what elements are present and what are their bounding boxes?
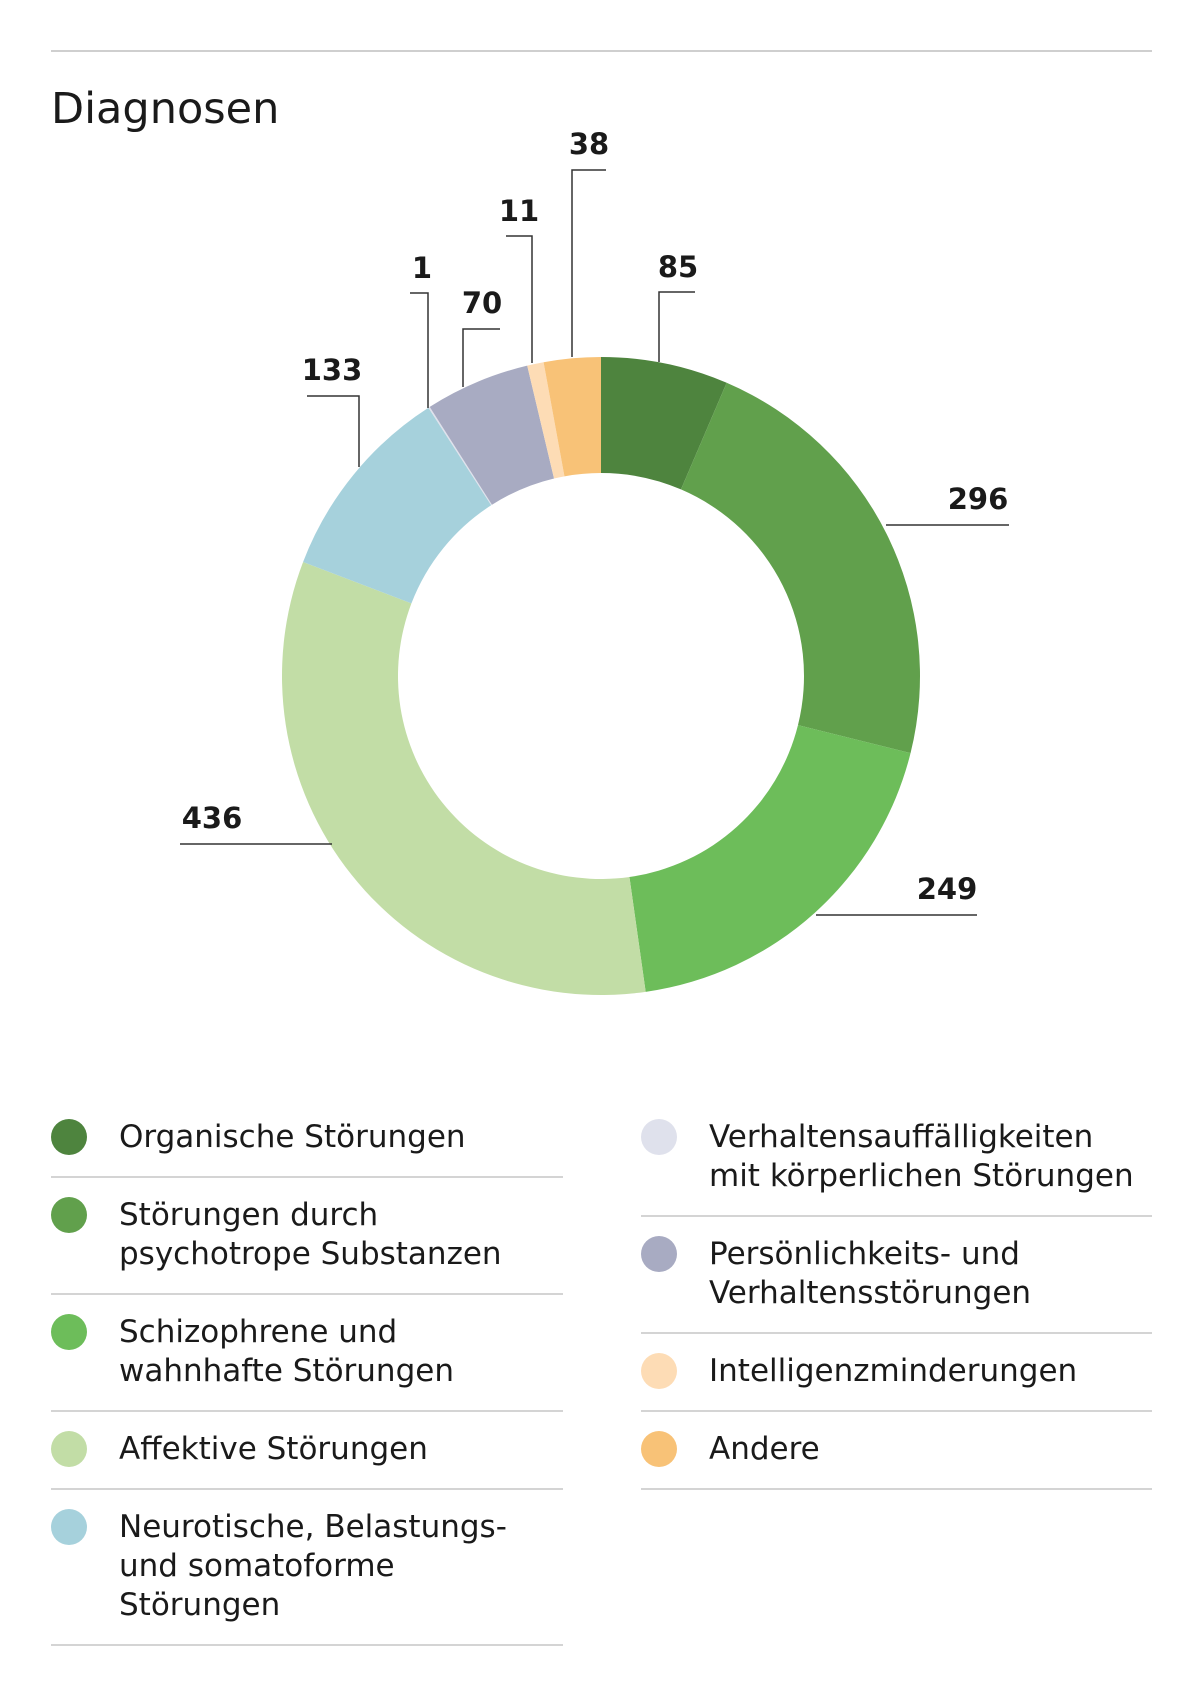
legend-swatch-icon	[51, 1431, 87, 1467]
legend-swatch-icon	[641, 1431, 677, 1467]
top-divider	[51, 50, 1152, 52]
donut-slice	[527, 362, 565, 479]
legend-left: Organische Störungen Störungen durch psyc…	[51, 1100, 563, 1646]
leader-line	[462, 328, 500, 387]
data-label: 296	[948, 482, 1009, 516]
data-label: 38	[569, 127, 609, 161]
data-label: 85	[658, 250, 698, 284]
legend-right: Verhaltensauffälligkeiten mit körperlich…	[641, 1100, 1152, 1490]
leader-line	[658, 291, 695, 362]
donut-slice	[429, 365, 555, 505]
legend-label: Persönlichkeits- und Verhaltensstörungen	[709, 1236, 1032, 1311]
data-label: 436	[182, 801, 243, 835]
legend-swatch-icon	[51, 1509, 87, 1545]
leader-line	[506, 235, 533, 363]
data-label: 11	[499, 194, 539, 228]
legend-item: Schizophrene und wahnhafte Störungen	[51, 1295, 563, 1412]
legend-item: Andere	[641, 1412, 1152, 1490]
donut-slice	[303, 407, 492, 604]
chart-title: Diagnosen	[51, 84, 280, 134]
donut-slice	[629, 725, 911, 992]
donut-chart: 85 296 249 436 133 1 70 11 38	[180, 127, 1009, 995]
legend-label: Affektive Störungen	[119, 1431, 428, 1467]
donut-slice	[428, 406, 492, 506]
legend-label: Schizophrene und wahnhafte Störungen	[119, 1314, 454, 1389]
legend-label: Andere	[709, 1431, 820, 1467]
legend-swatch-icon	[51, 1314, 87, 1350]
legend-item: Persönlichkeits- und Verhaltensstörungen	[641, 1217, 1152, 1334]
legend-label: Neurotische, Belastungs- und somatoforme…	[119, 1509, 507, 1623]
legend-item: Affektive Störungen	[51, 1412, 563, 1490]
data-label: 249	[917, 872, 978, 906]
legend-label: Organische Störungen	[119, 1119, 466, 1155]
legend-item: Intelligenzminderungen	[641, 1334, 1152, 1412]
leader-line	[307, 395, 360, 467]
donut-slice	[680, 382, 920, 754]
legend-label: Störungen durch psychotrope Substanzen	[119, 1197, 502, 1272]
legend-label: Intelligenzminderungen	[709, 1353, 1078, 1389]
legend-swatch-icon	[51, 1197, 87, 1233]
data-label: 1	[412, 251, 432, 285]
leader-line	[571, 169, 606, 357]
legend-swatch-icon	[641, 1119, 677, 1155]
legend-swatch-icon	[51, 1119, 87, 1155]
legend-item: Organische Störungen	[51, 1100, 563, 1178]
donut-slice	[282, 561, 646, 995]
donut-slice	[543, 357, 601, 477]
data-label: 133	[302, 353, 363, 387]
legend-label: Verhaltensauffälligkeiten mit körperlich…	[709, 1119, 1134, 1194]
legend-swatch-icon	[641, 1236, 677, 1272]
legend-item: Störungen durch psychotrope Substanzen	[51, 1178, 563, 1295]
legend-swatch-icon	[641, 1353, 677, 1389]
data-label: 70	[462, 286, 502, 320]
legend-item: Neurotische, Belastungs- und somatoforme…	[51, 1490, 563, 1646]
leader-line	[410, 292, 429, 408]
legend-item: Verhaltensauffälligkeiten mit körperlich…	[641, 1100, 1152, 1217]
donut-slice	[601, 357, 727, 490]
